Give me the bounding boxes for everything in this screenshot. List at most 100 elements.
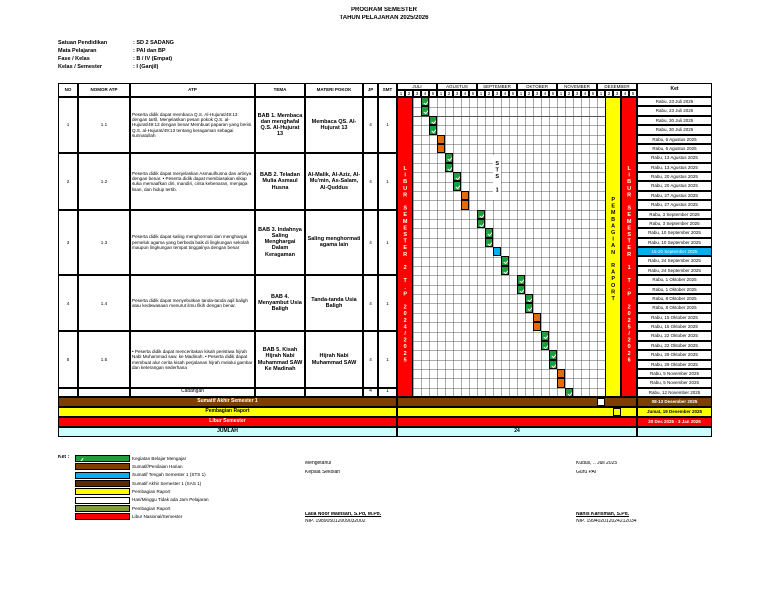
week-header: 5 xyxy=(509,90,517,97)
schedule-cell xyxy=(461,200,469,210)
schedule-cell xyxy=(525,303,533,313)
cell-atp-no: 1.2 xyxy=(78,153,130,210)
schedule-cell xyxy=(517,275,525,285)
info-label: Satuan Pendidikan xyxy=(58,40,108,46)
schedule-cell xyxy=(421,97,429,107)
legend-swatch xyxy=(75,513,130,521)
cell-atp: Peserta didik dapat menyebutkan tanda-ta… xyxy=(130,275,255,332)
signature-place: Kudus, .. Juli 2025 xyxy=(576,461,618,466)
week-header: 4 xyxy=(581,90,589,97)
ket-date: Rabu, 15 Oktober 2025 xyxy=(637,312,712,322)
ket-date: Rabu, 12 November 2025 xyxy=(637,387,712,397)
month-header: NOVEMBER xyxy=(557,83,597,90)
ket-date: Rabu, 13 Agustus 2025 xyxy=(637,153,712,163)
gantt-grid xyxy=(397,97,637,397)
cell-no: 5 xyxy=(58,331,78,388)
legend-label: Libur Nasional/Semester xyxy=(132,513,183,519)
ket-date: Rabu, 23 Juli 2025 xyxy=(637,97,712,107)
summary-band xyxy=(397,407,637,417)
summary-mark xyxy=(613,408,621,416)
vertical-label: STS 1 xyxy=(493,155,501,200)
total-label: JUMLAH xyxy=(58,427,397,437)
total-empty xyxy=(637,427,712,437)
cell-atp-no: 1.1 xyxy=(78,97,130,154)
schedule-cell xyxy=(549,359,557,369)
signature-nip: NIP. 199402012024212034 xyxy=(576,519,637,524)
month-header: JULI xyxy=(397,83,437,90)
column-header: ATP xyxy=(130,83,255,97)
cell-atp-no: 1.3 xyxy=(78,209,130,276)
summary-label: Sumatif Akhir Semester 1 xyxy=(58,397,397,407)
ket-date: Rabu, 20 Agustus 2025 xyxy=(637,181,712,191)
schedule-cell xyxy=(437,134,445,144)
schedule-cell xyxy=(501,256,509,266)
summary-mark xyxy=(597,398,605,406)
summary-band xyxy=(397,397,637,407)
cell-smt: 1 xyxy=(378,387,397,397)
cell-empty xyxy=(58,387,78,397)
cell-atp: Peserta didik dapat menjelaskan Asmaulhu… xyxy=(130,153,255,210)
week-header: 1 xyxy=(437,90,445,97)
cell-empty xyxy=(305,387,363,397)
schedule-cell xyxy=(541,340,549,351)
week-header: 3 xyxy=(413,90,421,97)
schedule-cell xyxy=(437,143,445,154)
cell-reserve: Cadangan xyxy=(130,387,255,397)
schedule-cell xyxy=(525,293,533,304)
cell-tema: BAB 5. Kisah Hijrah Nabi Muhammad SAW Ke… xyxy=(255,331,305,388)
cell-smt: 1 xyxy=(378,331,397,388)
legend-swatch xyxy=(75,496,130,504)
cell-smt: 1 xyxy=(378,275,397,332)
legend-label: Hari/Minggu Tidak ada Jam Pelajaran xyxy=(132,497,209,503)
schedule-cell xyxy=(493,247,501,257)
cell-tema: BAB 1. Membaca dan menghafal Q.S. Al-Huj… xyxy=(255,97,305,154)
month-header: OKTOBER xyxy=(517,83,557,90)
schedule-cell xyxy=(549,350,557,360)
summary-band xyxy=(397,417,637,427)
legend-swatch xyxy=(75,504,130,512)
ket-date: Rabu, 29 Oktober 2025 xyxy=(637,350,712,360)
ket-date: Rabu, 29 Oktober 2025 xyxy=(637,359,712,369)
week-header: 5 xyxy=(469,90,477,97)
legend-label: Pembagian Raport xyxy=(132,505,171,511)
week-header: 4 xyxy=(421,90,429,97)
signature-role: Guru PAI xyxy=(576,470,597,475)
cell-jp: 4 xyxy=(363,331,378,388)
column-header: NO xyxy=(58,83,78,97)
info-value: : I (Ganjil) xyxy=(133,64,159,70)
column-header: NOMOR ATP xyxy=(78,83,130,97)
month-header: SEPTEMBER xyxy=(477,83,517,90)
summary-date: 08-13 Desember 2025 xyxy=(637,397,712,407)
schedule-cell xyxy=(477,209,485,219)
legend-swatch xyxy=(75,455,130,462)
cell-smt: 1 xyxy=(378,153,397,210)
cell-no: 3 xyxy=(58,209,78,276)
info-label: Kelas / Semester xyxy=(58,64,103,70)
legend-label: Kegiatan Belajar Mengajar xyxy=(132,455,187,461)
week-header: 4 xyxy=(501,90,509,97)
week-header: 3 xyxy=(533,90,541,97)
column-header: SMT xyxy=(378,83,397,97)
ket-date: Rabu, 27 Agustus 2025 xyxy=(637,200,712,210)
cell-jp: 4 xyxy=(363,209,378,276)
week-header: 2 xyxy=(525,90,533,97)
week-header: 1 xyxy=(477,90,485,97)
legend-label: Sumatif Akhir Semester 1 (SAS 1) xyxy=(132,480,202,486)
cell-materi: Tanda-tanda Usia Baligh xyxy=(305,275,363,332)
cell-tema: BAB 2. Teladan Mulia Asmaul Husna xyxy=(255,153,305,210)
cell-tema: BAB 3. Indahnya Saling Menghargai Dalam … xyxy=(255,209,305,276)
signature-name: Nanis Karisman, S.Pd. xyxy=(576,512,630,517)
legend-title: Ket : xyxy=(58,455,70,460)
ket-date: Rabu, 24 September 2025 xyxy=(637,265,712,276)
week-header: 4 xyxy=(461,90,469,97)
schedule-cell xyxy=(533,322,541,332)
ket-date: Rabu, 1 Oktober 2025 xyxy=(637,275,712,285)
schedule-cell xyxy=(421,106,429,116)
ket-date: Rabu, 3 September 2025 xyxy=(637,209,712,219)
month-header: AGUSTUS xyxy=(437,83,477,90)
week-header: 1 xyxy=(517,90,525,97)
ket-date: Rabu, 10 September 2025 xyxy=(637,237,712,247)
ket-date: Rabu, 6 Agustus 2025 xyxy=(637,143,712,154)
schedule-cell xyxy=(445,153,453,163)
